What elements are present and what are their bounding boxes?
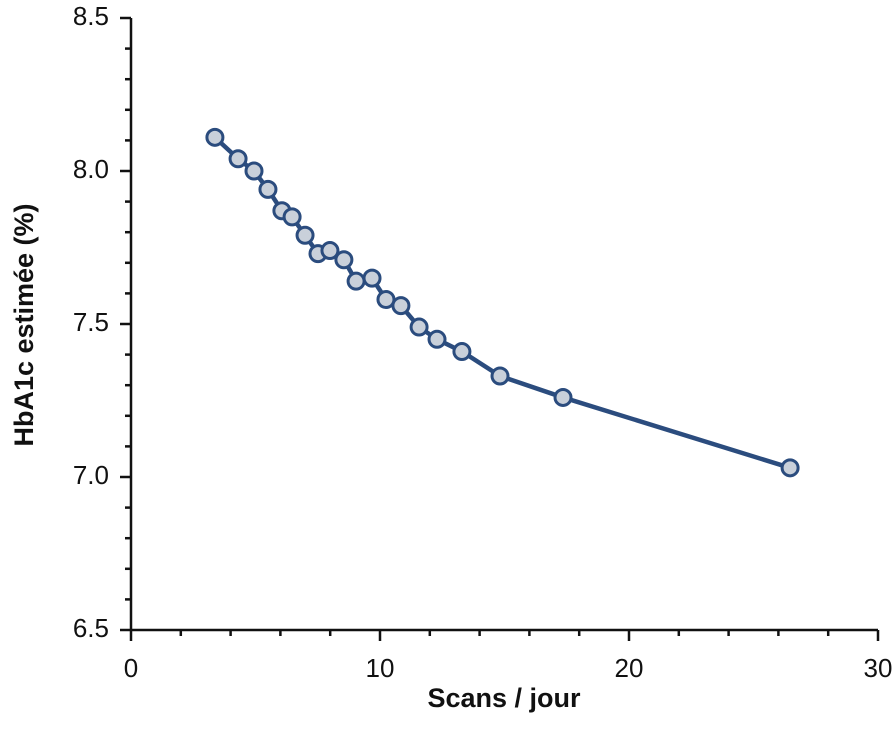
- y-axis-title: HbA1c estimée (%): [9, 203, 39, 446]
- y-tick-label: 8.0: [73, 154, 109, 184]
- x-axis-title: Scans / jour: [427, 683, 581, 713]
- point: [346, 271, 366, 291]
- x-tick-label: 30: [864, 653, 893, 683]
- point: [452, 342, 472, 362]
- x-tick-label: 0: [124, 653, 138, 683]
- series-line: [213, 135, 791, 470]
- point: [490, 366, 510, 386]
- y-tick-label: 8.5: [73, 1, 109, 31]
- y-tick-label: 7.5: [73, 307, 109, 337]
- point: [258, 179, 278, 199]
- point: [244, 161, 264, 181]
- point: [427, 329, 447, 349]
- point: [228, 149, 248, 169]
- point: [391, 296, 411, 316]
- point: [282, 207, 302, 227]
- y-tick-label: 6.5: [73, 613, 109, 643]
- point: [320, 241, 340, 261]
- point: [409, 317, 429, 337]
- point: [295, 225, 315, 245]
- x-tick-label: 10: [366, 653, 395, 683]
- point: [780, 458, 800, 478]
- point: [205, 127, 225, 147]
- point: [553, 387, 573, 407]
- point: [334, 250, 354, 270]
- x-tick-label: 20: [615, 653, 644, 683]
- point: [362, 268, 382, 288]
- y-tick-label: 7.0: [73, 460, 109, 490]
